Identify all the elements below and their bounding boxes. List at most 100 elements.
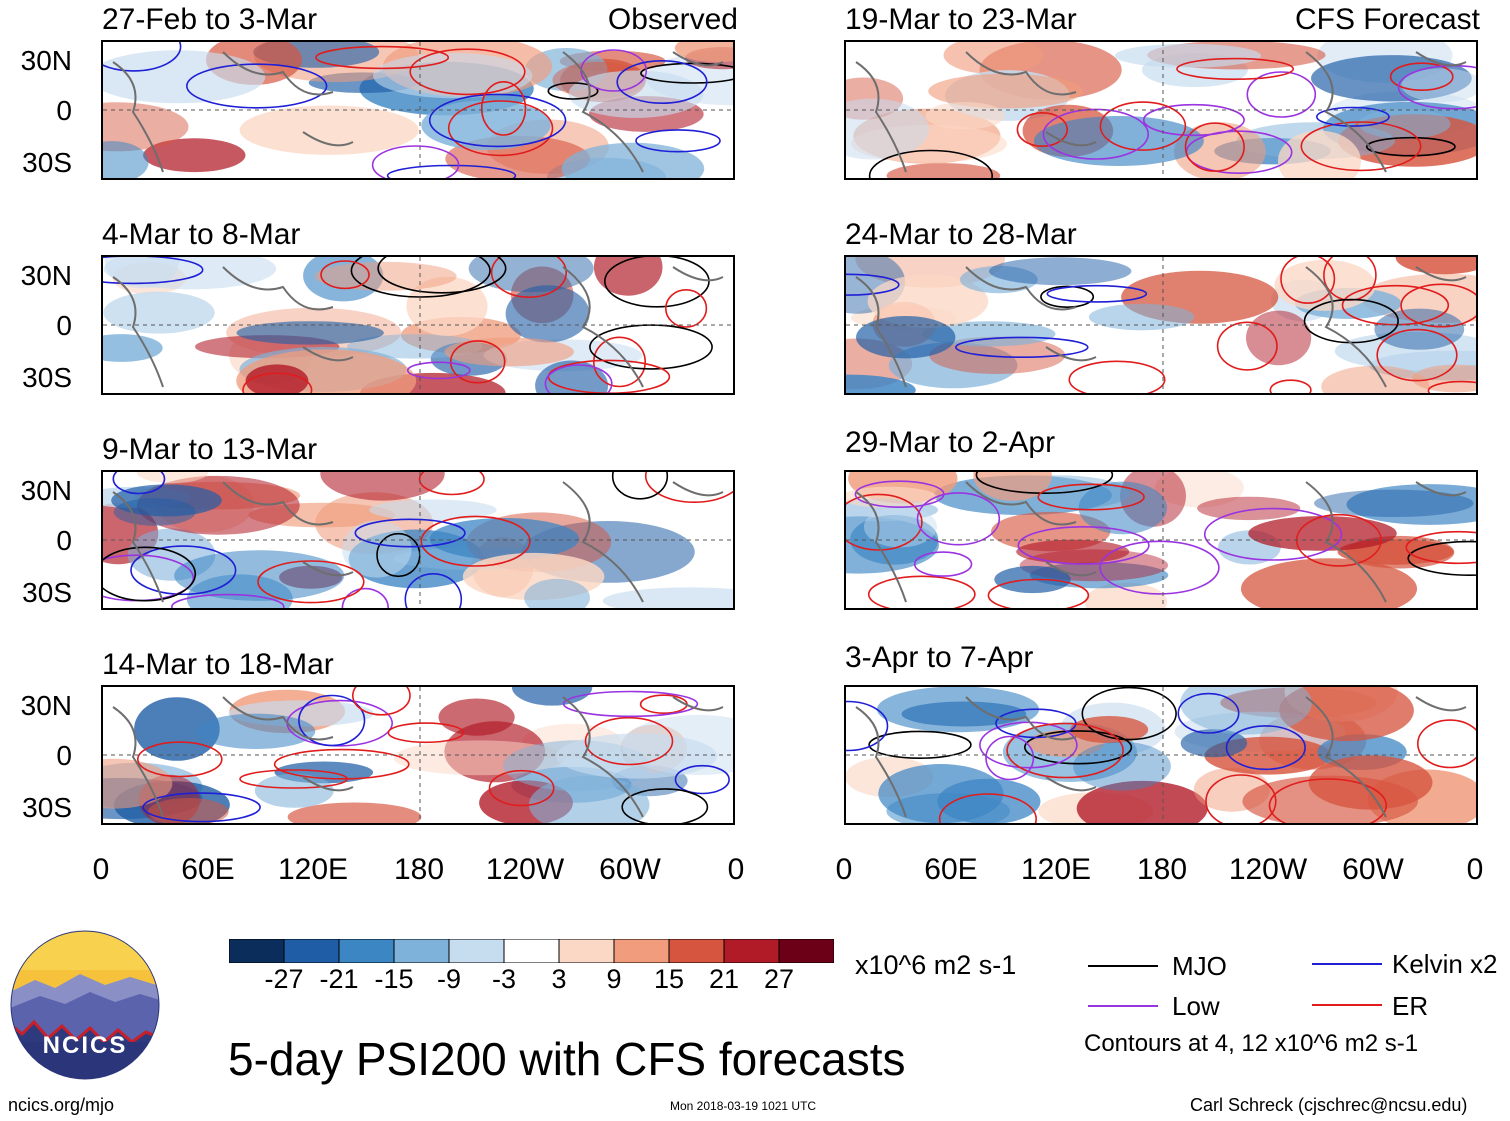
legend-label-mjo: MJO: [1172, 951, 1227, 981]
panel-title-8: 3-Apr to 7-Apr: [845, 641, 1034, 674]
lat-label-eq: 0: [56, 310, 72, 341]
anomaly-shading: [103, 257, 277, 290]
logo-text: NCICS: [42, 1032, 128, 1059]
contour-line: [1246, 71, 1317, 118]
anomaly-shading: [1246, 310, 1312, 366]
lon-label-60e: 60E: [181, 853, 235, 886]
colorbar-tick-label: 21: [708, 964, 740, 994]
anomaly-shading: [196, 713, 316, 749]
contour-line: [916, 492, 1001, 546]
coastline: [222, 266, 334, 311]
colorbar-swatch: [613, 938, 670, 964]
anomaly-shading: [1401, 68, 1476, 103]
contour-line: [103, 42, 182, 72]
contour-line: [635, 129, 721, 153]
map-panel-1: [101, 40, 735, 180]
contour-line: [352, 687, 411, 716]
contour-line: [1006, 722, 1124, 779]
coastline: [222, 481, 334, 526]
coastline: [1305, 51, 1387, 173]
lat-label-eq: 0: [56, 95, 72, 126]
colorbar-swatch: [723, 938, 780, 964]
legend-line-kelvin: [1312, 963, 1382, 965]
anomaly-shading: [1308, 755, 1433, 810]
contour-line: [354, 518, 466, 548]
anomaly-shading: [103, 334, 163, 362]
lon-label-0: 0: [92, 853, 110, 886]
coastline: [672, 51, 724, 67]
contour-line: [418, 472, 485, 496]
contour-line: [674, 764, 730, 795]
contour-line: [103, 546, 197, 602]
ncics-logo: NCICS: [10, 930, 160, 1080]
colorbar-swatch: [503, 938, 560, 964]
coastline: [965, 51, 1077, 96]
anomaly-shading: [1314, 489, 1474, 517]
lon-label-180: 180: [393, 853, 445, 886]
contour-line: [913, 551, 973, 577]
contour-line: [1400, 283, 1476, 328]
anomaly-shading: [1033, 116, 1204, 166]
anomaly-shading: [239, 105, 419, 155]
contour-line: [103, 257, 204, 285]
lat-label-30n: 30N: [20, 45, 72, 76]
anomaly-shading: [136, 472, 209, 484]
anomaly-shading: [511, 687, 593, 706]
lat-label-30s: 30S: [22, 792, 72, 823]
coastline: [112, 706, 164, 818]
anomaly-shading: [373, 53, 533, 99]
coastline: [1045, 346, 1097, 362]
contour-line: [1176, 57, 1295, 80]
contour-line: [171, 593, 285, 608]
lat-label-eq: 0: [56, 525, 72, 556]
contour-line: [867, 575, 976, 608]
anomaly-shading: [1084, 582, 1168, 608]
coastline: [855, 706, 907, 818]
anomaly-shading: [937, 778, 1041, 823]
contour-line: [1037, 483, 1145, 511]
colorbar-swatch: [448, 938, 505, 964]
anomaly-shading: [444, 337, 574, 367]
panel-tag-observed: Observed: [607, 3, 738, 36]
lat-label-30n: 30N: [20, 690, 72, 721]
anomaly-shading: [1114, 43, 1262, 68]
contour-line: [273, 748, 410, 780]
anomaly-shading: [369, 499, 497, 521]
legend-label-low: Low: [1172, 991, 1220, 1021]
contour-line: [562, 690, 699, 718]
anomaly-shading: [1277, 130, 1361, 178]
lon-label-120w: 120W: [1228, 853, 1308, 886]
coastline: [112, 491, 164, 603]
coastline: [672, 481, 724, 497]
contour-line: [386, 164, 517, 178]
contour-line: [1216, 321, 1278, 371]
legend-label-kelvin: Kelvin x2: [1392, 949, 1498, 979]
anomaly-shading: [236, 321, 384, 345]
contour-line: [1040, 285, 1095, 308]
anomaly-shading: [528, 775, 650, 823]
legend-label-er: ER: [1392, 991, 1429, 1021]
contour-line: [1142, 103, 1245, 137]
contour-line: [488, 769, 555, 807]
lon-label-60w: 60W: [1342, 853, 1404, 886]
contour-line: [1300, 121, 1422, 172]
anomaly-shading: [1180, 687, 1312, 735]
anomaly-shading: [438, 698, 515, 736]
colorbar-swatch: [778, 938, 835, 964]
coastline: [672, 266, 724, 282]
map-panel-4: [101, 685, 735, 825]
colorbar-tick-label: 27: [763, 964, 795, 994]
anomaly-shading: [103, 291, 215, 334]
contour-line: [130, 545, 237, 596]
contour-line: [1366, 136, 1456, 157]
contour-line: [985, 735, 1035, 781]
contour-line: [584, 716, 674, 766]
contour-line: [1042, 108, 1149, 160]
colorbar-swatch: [338, 938, 395, 964]
panel-title-1: 27-Feb to 3-Mar: [102, 3, 318, 36]
map-panel-5: [844, 40, 1478, 180]
contour-line: [544, 364, 613, 393]
coastline: [302, 776, 354, 792]
contour-line: [1407, 540, 1476, 576]
coastline: [112, 276, 164, 388]
